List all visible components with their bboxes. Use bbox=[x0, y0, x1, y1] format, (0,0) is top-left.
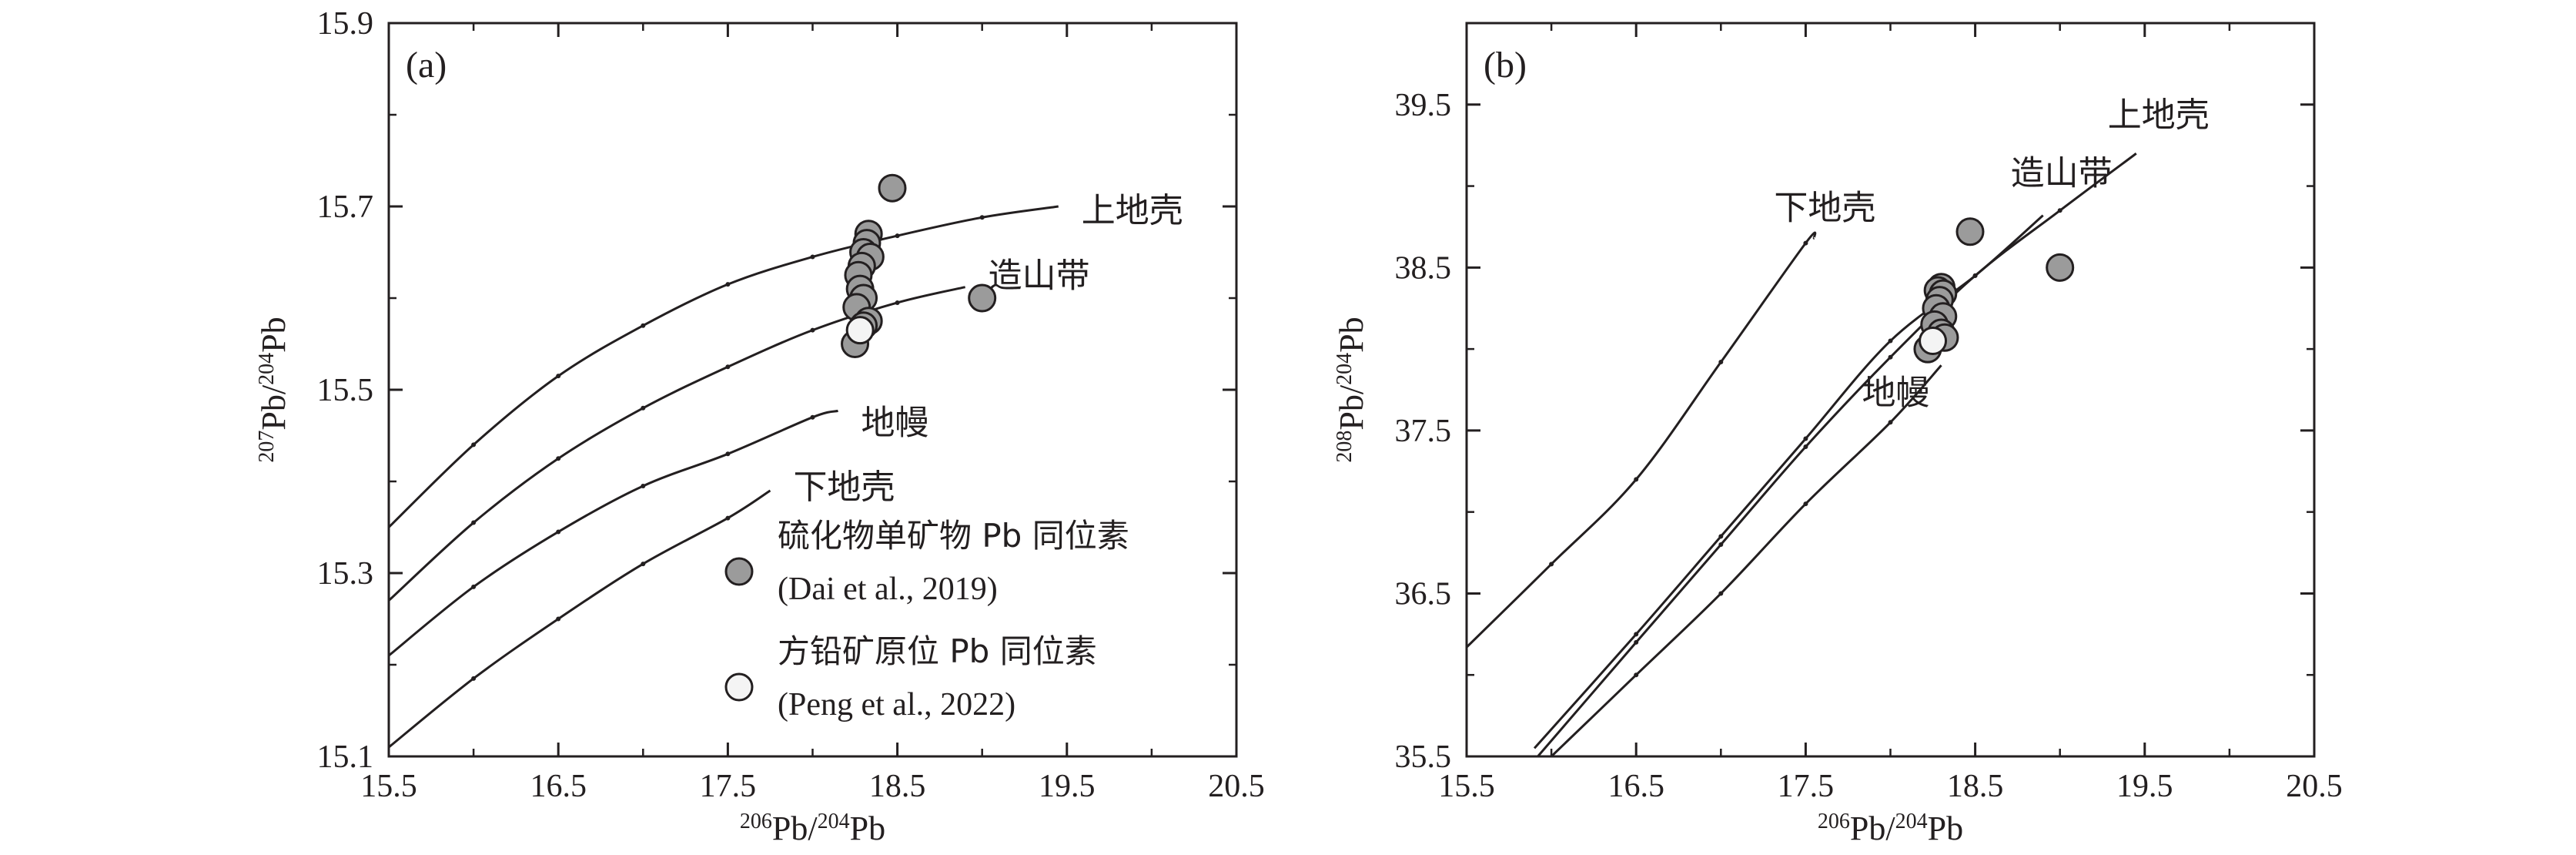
growth-curve bbox=[389, 205, 1059, 528]
curve-tick-mark bbox=[471, 442, 477, 448]
sulfide-data-point bbox=[1955, 217, 1985, 246]
growth-curve bbox=[1533, 214, 2044, 749]
curve-tick-mark bbox=[725, 515, 731, 521]
x-tick-label: 16.5 bbox=[530, 769, 587, 804]
growth-curve bbox=[389, 489, 771, 749]
x-tick-label: 17.5 bbox=[1778, 769, 1835, 804]
curve-tick-mark bbox=[556, 616, 561, 622]
curve-tick-mark bbox=[1634, 672, 1639, 678]
curve-tick-mark bbox=[1718, 591, 1724, 596]
x-axis-title: 206Pb/204Pb bbox=[740, 810, 885, 848]
curve-label: 造山带 bbox=[989, 256, 1090, 296]
x-tick-label: 19.5 bbox=[2116, 769, 2173, 804]
legend-marker bbox=[724, 672, 754, 702]
sulfide-data-point bbox=[878, 173, 907, 203]
curve-tick-mark bbox=[641, 405, 646, 411]
y-tick-label: 36.5 bbox=[1395, 576, 1452, 612]
y-tick-label: 15.5 bbox=[317, 373, 374, 408]
legend-marker bbox=[724, 557, 754, 586]
y-tick-label: 35.5 bbox=[1395, 739, 1452, 775]
curve-tick-mark bbox=[2057, 208, 2062, 213]
x-axis-title: 206Pb/204Pb bbox=[1818, 810, 1963, 848]
y-tick-label: 15.1 bbox=[317, 739, 374, 775]
curve-tick-mark bbox=[1634, 477, 1639, 482]
chart-panel-b: 15.5 16.5 17.5 18.5 19.5 20.5 35.5 36.5 37.5 38.5… bbox=[1333, 22, 2343, 848]
legend-citation: (Dai et al., 2019) bbox=[778, 572, 998, 607]
curve-tick-mark bbox=[471, 676, 477, 681]
x-tick-label: 20.5 bbox=[1208, 769, 1265, 804]
curve-label: 地幔 bbox=[1862, 373, 1930, 412]
curve-tick-mark bbox=[641, 562, 646, 567]
legend-citation: (Peng et al., 2022) bbox=[778, 687, 1015, 723]
x-tick-label: 16.5 bbox=[1607, 769, 1664, 804]
x-tick-label: 15.5 bbox=[360, 769, 417, 804]
curve-label: 上地壳 bbox=[2108, 96, 2210, 135]
curve-tick-mark bbox=[979, 215, 985, 220]
curve-tick-mark bbox=[810, 254, 815, 260]
y-tick-label: 15.3 bbox=[317, 556, 374, 592]
curve-tick-mark bbox=[1718, 542, 1724, 547]
galena-data-point bbox=[845, 316, 875, 345]
curve-tick-mark bbox=[1803, 501, 1808, 507]
curve-tick-mark bbox=[810, 327, 815, 333]
curve-tick-mark bbox=[1972, 273, 1978, 278]
y-tick-label: 37.5 bbox=[1395, 414, 1452, 449]
y-tick-label: 15.9 bbox=[317, 6, 374, 42]
galena-data-point bbox=[1919, 327, 1948, 356]
legend: 硫化物单矿物 Pb 同位素 (Dai et al., 2019) 方铅矿原位 Pb … bbox=[724, 517, 1129, 723]
x-tick-label: 15.5 bbox=[1438, 769, 1495, 804]
curve-tick-mark bbox=[810, 414, 815, 420]
curve-tick-mark bbox=[1888, 338, 1893, 344]
growth-curve bbox=[1467, 231, 1817, 649]
legend-label: 方铅矿原位 Pb 同位素 bbox=[778, 632, 1097, 670]
curve-tick-mark bbox=[556, 529, 561, 535]
curve-tick-mark bbox=[556, 456, 561, 461]
curve-tick-mark bbox=[1803, 444, 1808, 450]
curve-label: 下地壳 bbox=[793, 468, 895, 507]
curve-tick-mark bbox=[1549, 562, 1554, 567]
curve-label: 地幔 bbox=[861, 403, 929, 442]
curve-tick-mark bbox=[641, 483, 646, 488]
panel-label: (a) bbox=[406, 45, 447, 86]
x-tick-label: 18.5 bbox=[1947, 769, 2004, 804]
curve-tick-mark bbox=[1888, 420, 1893, 425]
curve-tick-mark bbox=[725, 451, 731, 457]
curve-tick-mark bbox=[725, 282, 731, 287]
growth-curve bbox=[389, 409, 838, 657]
curve-tick-mark bbox=[1718, 534, 1724, 539]
curve-tick-mark bbox=[1803, 436, 1808, 441]
curve-label: 上地壳 bbox=[1082, 191, 1183, 230]
curve-tick-mark bbox=[1634, 632, 1639, 637]
curve-tick-mark bbox=[1718, 360, 1724, 365]
x-tick-label: 19.5 bbox=[1039, 769, 1096, 804]
x-tick-label: 18.5 bbox=[869, 769, 926, 804]
x-tick-label: 17.5 bbox=[700, 769, 757, 804]
curve-tick-mark bbox=[471, 584, 477, 589]
curve-tick-mark bbox=[895, 300, 900, 305]
curve-tick-mark bbox=[725, 364, 731, 370]
curve-tick-mark bbox=[1803, 240, 1808, 246]
y-tick-label: 15.7 bbox=[317, 189, 374, 225]
growth-curve bbox=[1551, 364, 1942, 756]
curve-tick-mark bbox=[1888, 354, 1893, 360]
curve-tick-mark bbox=[895, 233, 900, 239]
curve-label: 造山带 bbox=[2011, 154, 2113, 193]
y-tick-label: 38.5 bbox=[1395, 250, 1452, 286]
curve-tick-mark bbox=[641, 323, 646, 328]
y-axis-title: 208Pb/204Pb bbox=[1333, 317, 1371, 462]
x-tick-label: 20.5 bbox=[2286, 769, 2343, 804]
y-tick-label: 39.5 bbox=[1395, 88, 1452, 123]
curve-tick-mark bbox=[471, 520, 477, 525]
panel-label: (b) bbox=[1484, 45, 1527, 86]
legend-label: 硫化物单矿物 Pb 同位素 bbox=[778, 517, 1129, 555]
sulfide-data-point bbox=[968, 283, 997, 313]
sulfide-data-point bbox=[2046, 253, 2075, 282]
curve-label: 下地壳 bbox=[1774, 188, 1875, 227]
curve-tick-mark bbox=[556, 374, 561, 379]
chart-panel-a: 15.5 16.5 17.5 18.5 19.5 20.5 15.1 15.3 15.5 15.7… bbox=[255, 6, 1265, 847]
curve-tick-mark bbox=[1634, 639, 1639, 645]
y-axis-title: 207Pb/204Pb bbox=[255, 317, 293, 462]
growth-curve bbox=[1537, 153, 2137, 756]
